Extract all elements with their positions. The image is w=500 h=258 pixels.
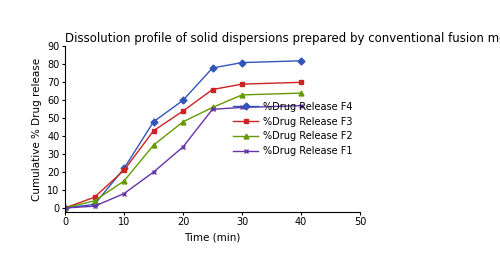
%Drug Release F1 [150, 171, 156, 174]
X-axis label: Time (min): Time (min) [184, 233, 240, 243]
Line: %Drug Release F2: %Drug Release F2 [62, 91, 304, 211]
%Drug Release F1 [121, 192, 127, 195]
%Drug Release F3 [62, 206, 68, 209]
Legend: %Drug Release F4, %Drug Release F3, %Drug Release F2, %Drug Release F1: %Drug Release F4, %Drug Release F3, %Dru… [230, 99, 355, 159]
%Drug Release F1 [298, 104, 304, 107]
Line: %Drug Release F3: %Drug Release F3 [62, 80, 304, 211]
%Drug Release F4 [210, 66, 216, 69]
%Drug Release F2 [210, 106, 216, 109]
%Drug Release F4 [150, 120, 156, 123]
%Drug Release F2 [121, 180, 127, 183]
%Drug Release F2 [92, 199, 98, 202]
%Drug Release F4 [92, 203, 98, 206]
%Drug Release F4 [121, 167, 127, 170]
%Drug Release F2 [180, 120, 186, 123]
%Drug Release F4 [180, 99, 186, 102]
%Drug Release F2 [62, 206, 68, 209]
%Drug Release F3 [298, 81, 304, 84]
Text: Dissolution profile of solid dispersions prepared by conventional fusion method: Dissolution profile of solid dispersions… [65, 32, 500, 45]
%Drug Release F4 [62, 206, 68, 209]
Line: %Drug Release F4: %Drug Release F4 [62, 58, 304, 211]
%Drug Release F1 [62, 206, 68, 209]
%Drug Release F4 [298, 59, 304, 62]
Line: %Drug Release F1: %Drug Release F1 [62, 103, 304, 211]
Y-axis label: Cumulative % Drug release: Cumulative % Drug release [32, 58, 42, 200]
%Drug Release F1 [210, 108, 216, 111]
%Drug Release F2 [239, 93, 245, 96]
%Drug Release F4 [239, 61, 245, 64]
%Drug Release F3 [210, 88, 216, 91]
%Drug Release F2 [298, 92, 304, 95]
%Drug Release F1 [239, 106, 245, 109]
%Drug Release F3 [150, 129, 156, 132]
%Drug Release F1 [92, 205, 98, 208]
%Drug Release F1 [180, 146, 186, 149]
%Drug Release F3 [180, 109, 186, 112]
%Drug Release F3 [92, 196, 98, 199]
%Drug Release F3 [121, 169, 127, 172]
%Drug Release F2 [150, 144, 156, 147]
%Drug Release F3 [239, 83, 245, 86]
